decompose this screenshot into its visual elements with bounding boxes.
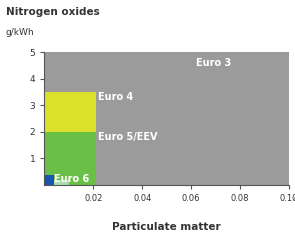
Text: Euro 6: Euro 6 — [54, 174, 89, 184]
Bar — [44, 175, 54, 185]
Bar — [44, 92, 96, 132]
Text: g/kWh: g/kWh — [6, 28, 35, 37]
Text: g/kWh: g/kWh — [294, 194, 295, 203]
Text: Euro 4: Euro 4 — [98, 92, 133, 102]
Text: Nitrogen oxides: Nitrogen oxides — [6, 7, 100, 17]
Bar — [54, 180, 69, 185]
Text: Particulate matter: Particulate matter — [112, 222, 221, 232]
Bar — [44, 132, 96, 185]
Text: Euro 3: Euro 3 — [196, 58, 231, 68]
Text: Euro 5/EEV: Euro 5/EEV — [98, 132, 158, 142]
